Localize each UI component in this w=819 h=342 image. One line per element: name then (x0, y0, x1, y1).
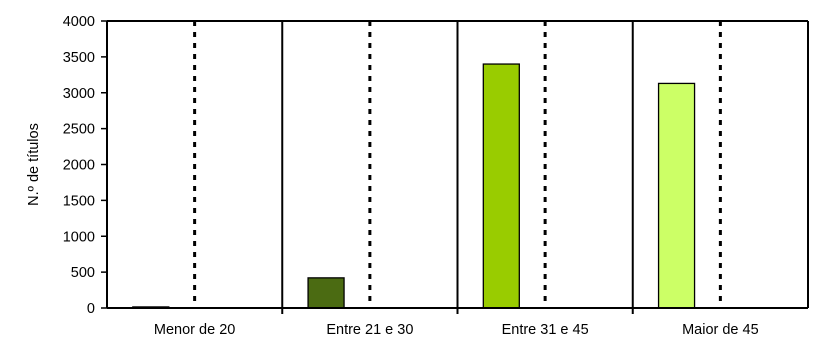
x-tick-label: Menor de 20 (154, 322, 235, 338)
y-tick-label: 500 (71, 265, 95, 281)
y-axis-title: N.º de títulos (26, 123, 42, 206)
y-tick-label: 1500 (63, 193, 95, 209)
x-tick-label: Maior de 45 (682, 322, 759, 338)
x-tick-label: Entre 31 e 45 (502, 322, 589, 338)
y-tick-label: 2000 (63, 158, 95, 174)
bar-3 (482, 63, 520, 309)
y-tick-label: 2500 (63, 122, 95, 138)
y-tick-label: 3000 (63, 86, 95, 102)
guides-layer (193, 21, 722, 314)
y-tick-label: 3500 (63, 50, 95, 66)
y-tick-label: 1000 (63, 229, 95, 245)
bar-2 (307, 277, 345, 309)
x-tick-label: Entre 21 e 30 (326, 322, 413, 338)
y-ticks: 0 500 1000 1500 2000 2500 3000 3500 4000 (63, 14, 107, 317)
x-tick-labels: Menor de 20 Entre 21 e 30 Entre 31 e 45 Mai… (154, 322, 759, 338)
bar-4 (657, 82, 696, 309)
y-tick-label: 4000 (63, 14, 95, 30)
bars-layer (132, 63, 696, 309)
y-tick-label: 0 (87, 301, 95, 317)
